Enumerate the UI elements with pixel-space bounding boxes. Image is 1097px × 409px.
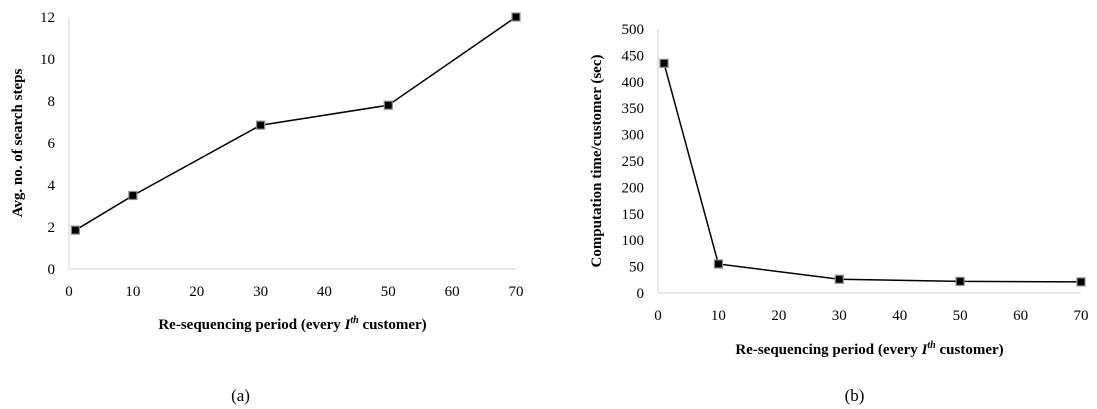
chart-a-x-axis-label: Re-sequencing period (every Ith customer… <box>158 315 426 333</box>
chart-b-y-tick-label: 0 <box>637 286 645 302</box>
chart-b-y-tick-label: 400 <box>622 75 645 91</box>
chart-a-x-tick-label: 10 <box>125 284 140 300</box>
chart-a-data-point <box>255 120 266 130</box>
chart-b-x-tick-label: 10 <box>711 308 726 324</box>
chart-b-x-tick-label: 20 <box>771 308 786 324</box>
chart-b-x-tick-label: 0 <box>654 308 662 324</box>
chart-b-x-axis-label: Re-sequencing period (every Ith customer… <box>735 340 1003 358</box>
chart-a-x-tick-label: 50 <box>381 284 396 300</box>
chart-a: 0 2 4 6 8 10 12 0 10 20 30 40 50 60 70 Avg. no. of sear… <box>10 10 524 405</box>
chart-b-y-tick-label: 350 <box>622 101 645 117</box>
chart-b-caption: (b) <box>845 386 865 405</box>
chart-b: 0 50 100 150 200 250 300 350 400 450 500 0 10 20 30 40 5… <box>589 22 1089 405</box>
chart-a-data-point <box>383 100 393 110</box>
chart-b-data-point <box>955 276 965 286</box>
chart-b-x-tick-label: 60 <box>1013 308 1028 324</box>
chart-a-data-point <box>128 190 138 201</box>
chart-a-y-tick-label: 0 <box>48 262 56 278</box>
chart-a-y-tick-label: 4 <box>48 178 56 194</box>
chart-b-y-tick-label: 200 <box>622 180 645 196</box>
chart-b-data-point <box>834 274 844 284</box>
chart-b-y-tick-label: 250 <box>622 154 645 170</box>
chart-b-x-tick-label: 40 <box>892 308 907 324</box>
chart-a-x-tick-label: 30 <box>253 284 268 300</box>
chart-b-y-tick-label: 300 <box>622 128 645 144</box>
chart-b-x-tick-label: 50 <box>953 308 968 324</box>
chart-a-x-tick-label: 0 <box>65 284 73 300</box>
chart-a-y-tick-label: 6 <box>48 136 56 152</box>
chart-a-y-tick-label: 2 <box>48 220 56 236</box>
chart-b-x-tick-label: 30 <box>832 308 847 324</box>
chart-a-x-tick-label: 40 <box>317 284 332 300</box>
chart-b-data-point <box>713 259 724 269</box>
chart-b-data-point <box>659 58 669 68</box>
chart-b-y-tick-label: 50 <box>629 260 644 276</box>
chart-a-data-point <box>511 12 521 22</box>
chart-b-series-line <box>663 63 1082 283</box>
chart-b-y-tick-label: 500 <box>622 22 645 38</box>
chart-b-x-tick-label: 70 <box>1074 308 1089 324</box>
chart-a-x-tick-label: 60 <box>445 284 460 300</box>
chart-a-data-point <box>70 225 80 235</box>
chart-b-y-tick-label: 450 <box>622 48 645 64</box>
chart-a-y-tick-label: 8 <box>48 94 56 110</box>
chart-a-caption: (a) <box>231 386 250 405</box>
chart-a-y-tick-label: 10 <box>40 52 55 68</box>
chart-b-y-tick-label: 150 <box>622 207 645 223</box>
chart-b-y-axis-label: Computation time/customer (sec) <box>589 54 605 267</box>
chart-a-y-tick-label: 12 <box>40 10 55 26</box>
chart-a-y-axis-label: Avg. no. of search steps <box>10 69 26 218</box>
chart-b-y-tick-label: 100 <box>622 233 645 249</box>
chart-a-x-tick-label: 70 <box>509 284 524 300</box>
chart-a-series-line <box>75 16 517 231</box>
chart-a-x-tick-label: 20 <box>189 284 204 300</box>
chart-b-data-point <box>1076 277 1086 287</box>
